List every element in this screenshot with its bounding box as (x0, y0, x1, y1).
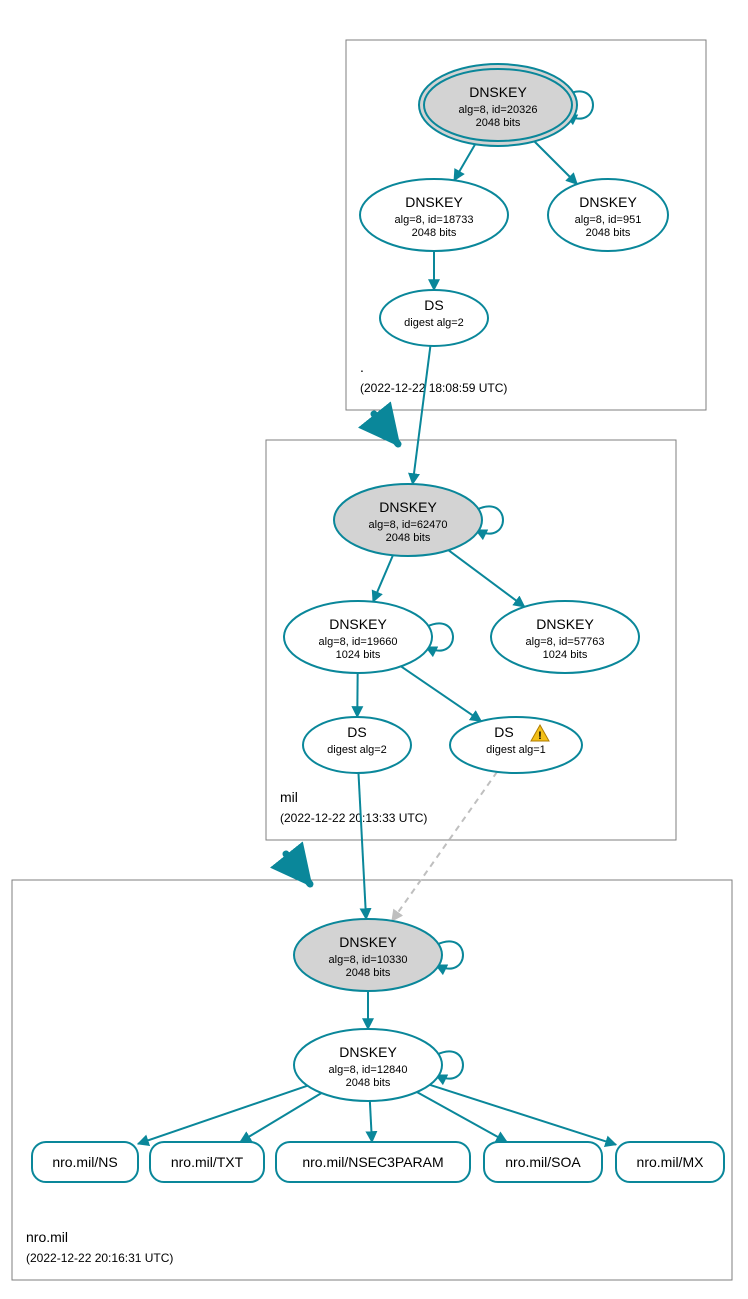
node-detail: alg=8, id=20326 (459, 104, 538, 116)
edge (373, 555, 393, 602)
record-label: nro.mil/SOA (505, 1154, 581, 1170)
node-detail: 2048 bits (386, 532, 431, 544)
node-title: DNSKEY (469, 84, 527, 100)
node-detail: digest alg=2 (327, 744, 387, 756)
record-label: nro.mil/NS (52, 1154, 117, 1170)
node-rk2: DNSKEY alg=8, id=187332048 bits (360, 179, 508, 251)
node-detail: alg=8, id=10330 (329, 954, 408, 966)
node-mds1: DS digest alg=2 (303, 717, 411, 773)
node-title: DS (347, 724, 366, 740)
zone-label: nro.mil (26, 1229, 68, 1245)
node-title: DNSKEY (405, 194, 463, 210)
node-nk1: DNSKEY alg=8, id=103302048 bits (294, 919, 442, 991)
record-label: nro.mil/NSEC3PARAM (302, 1154, 443, 1170)
node-rds: DS digest alg=2 (380, 290, 488, 346)
node-detail: digest alg=1 (486, 744, 546, 756)
node-title: DNSKEY (329, 616, 387, 632)
edge (413, 346, 431, 484)
node-detail: alg=8, id=951 (575, 214, 642, 226)
node-title: DNSKEY (579, 194, 637, 210)
dnssec-diagram: . (2022-12-22 18:08:59 UTC) mil (2022-12-22… (0, 0, 748, 1299)
record-label: nro.mil/TXT (171, 1154, 244, 1170)
node-detail: 2048 bits (346, 967, 391, 979)
node-detail: digest alg=2 (404, 317, 464, 329)
edge (448, 550, 524, 607)
node-title: DNSKEY (339, 1044, 397, 1060)
edge (417, 1092, 507, 1142)
node-detail: alg=8, id=12840 (329, 1064, 408, 1076)
node-rk1: DNSKEY alg=8, id=203262048 bits (419, 64, 577, 146)
edge (454, 140, 478, 181)
zone-label: . (360, 359, 364, 375)
node-detail: 2048 bits (476, 117, 521, 129)
edge (401, 666, 481, 721)
node-detail: 1024 bits (543, 649, 588, 661)
svg-text:!: ! (538, 730, 542, 742)
node-mds2: DS! digest alg=1 (450, 717, 582, 773)
record-label: nro.mil/MX (637, 1154, 705, 1170)
node-detail: alg=8, id=62470 (369, 519, 448, 531)
zone-timestamp: (2022-12-22 20:13:33 UTC) (280, 811, 427, 825)
node-title: DNSKEY (379, 499, 437, 515)
node-mk3: DNSKEY alg=8, id=577631024 bits (491, 601, 639, 673)
node-leaf4: nro.mil/SOA (484, 1142, 602, 1182)
node-detail: alg=8, id=19660 (319, 636, 398, 648)
node-nk2: DNSKEY alg=8, id=128402048 bits (294, 1029, 442, 1101)
node-detail: 2048 bits (586, 227, 631, 239)
node-detail: alg=8, id=18733 (395, 214, 474, 226)
node-leaf1: nro.mil/NS (32, 1142, 138, 1182)
node-leaf2: nro.mil/TXT (150, 1142, 264, 1182)
node-detail: 1024 bits (336, 649, 381, 661)
node-title: DS (494, 724, 513, 740)
edge (358, 773, 366, 919)
node-mk1: DNSKEY alg=8, id=624702048 bits (334, 484, 482, 556)
node-title: DNSKEY (339, 934, 397, 950)
node-mk2: DNSKEY alg=8, id=196601024 bits (284, 601, 432, 673)
node-detail: 2048 bits (346, 1077, 391, 1089)
node-detail: 2048 bits (412, 227, 457, 239)
node-title: DNSKEY (536, 616, 594, 632)
zone-timestamp: (2022-12-22 18:08:59 UTC) (360, 381, 507, 395)
zone-label: mil (280, 789, 298, 805)
edge (530, 137, 577, 184)
node-title: DS (424, 297, 443, 313)
node-rk3: DNSKEY alg=8, id=9512048 bits (548, 179, 668, 251)
edge (392, 772, 497, 921)
edge (138, 1086, 308, 1144)
node-detail: alg=8, id=57763 (526, 636, 605, 648)
node-leaf3: nro.mil/NSEC3PARAM (276, 1142, 470, 1182)
zone-timestamp: (2022-12-22 20:16:31 UTC) (26, 1251, 173, 1265)
node-leaf5: nro.mil/MX (616, 1142, 724, 1182)
edge (370, 1101, 372, 1142)
edge (240, 1093, 321, 1142)
